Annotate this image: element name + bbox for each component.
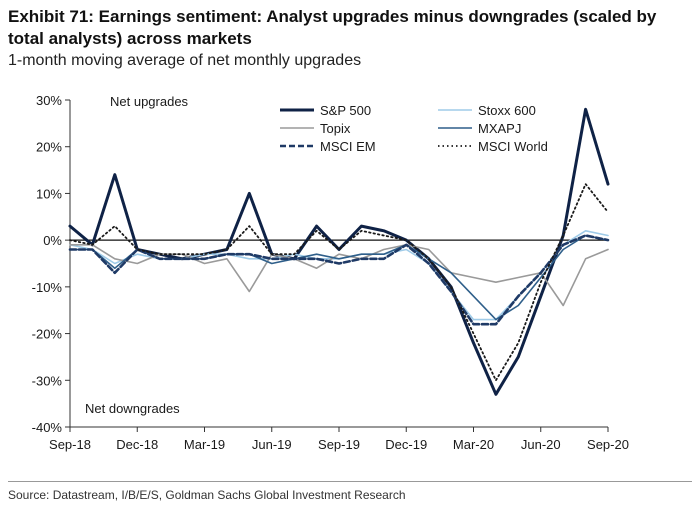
annotation-net-downgrades: Net downgrades — [85, 401, 180, 416]
legend-label: S&P 500 — [320, 103, 371, 118]
y-tick-label: 20% — [36, 140, 62, 155]
x-tick-label: Mar-20 — [453, 437, 494, 452]
y-tick-label: -10% — [32, 280, 63, 295]
y-tick-label: -40% — [32, 420, 63, 435]
y-tick-label: -30% — [32, 373, 63, 388]
series-line-msci-world — [69, 183, 609, 382]
x-tick-label: Sep-18 — [49, 437, 91, 452]
x-tick-label: Dec-18 — [116, 437, 158, 452]
legend-label: MXAPJ — [478, 121, 521, 136]
legend-label: MSCI EM — [320, 139, 376, 154]
line-chart: 30% 20% 10% 0% -10% -20% -30% -40% Sep-18 Dec-18 M… — [32, 93, 629, 452]
y-tick-label: 0% — [43, 233, 62, 248]
source-note: Source: Datastream, I/B/E/S, Goldman Sac… — [8, 488, 406, 502]
series-line-msci-em — [68, 234, 610, 326]
chart-subtitle: 1-month moving average of net monthly up… — [8, 52, 362, 69]
y-tick-label: 10% — [36, 186, 62, 201]
x-tick-label: Mar-19 — [184, 437, 225, 452]
y-tick-label: -20% — [32, 327, 63, 342]
chart-title: Exhibit 71: Earnings sentiment: Analyst … — [8, 7, 657, 48]
legend-label: MSCI World — [478, 139, 548, 154]
source-divider — [8, 481, 692, 482]
annotation-net-upgrades: Net upgrades — [110, 94, 189, 109]
legend-label: Stoxx 600 — [478, 103, 536, 118]
x-tick-label: Dec-19 — [385, 437, 427, 452]
y-tick-label: 30% — [36, 93, 62, 108]
x-tick-label: Sep-19 — [318, 437, 360, 452]
x-tick-label: Sep-20 — [587, 437, 629, 452]
legend-label: Topix — [320, 121, 351, 136]
x-tick-label: Jun-20 — [521, 437, 561, 452]
x-tick-label: Jun-19 — [252, 437, 292, 452]
